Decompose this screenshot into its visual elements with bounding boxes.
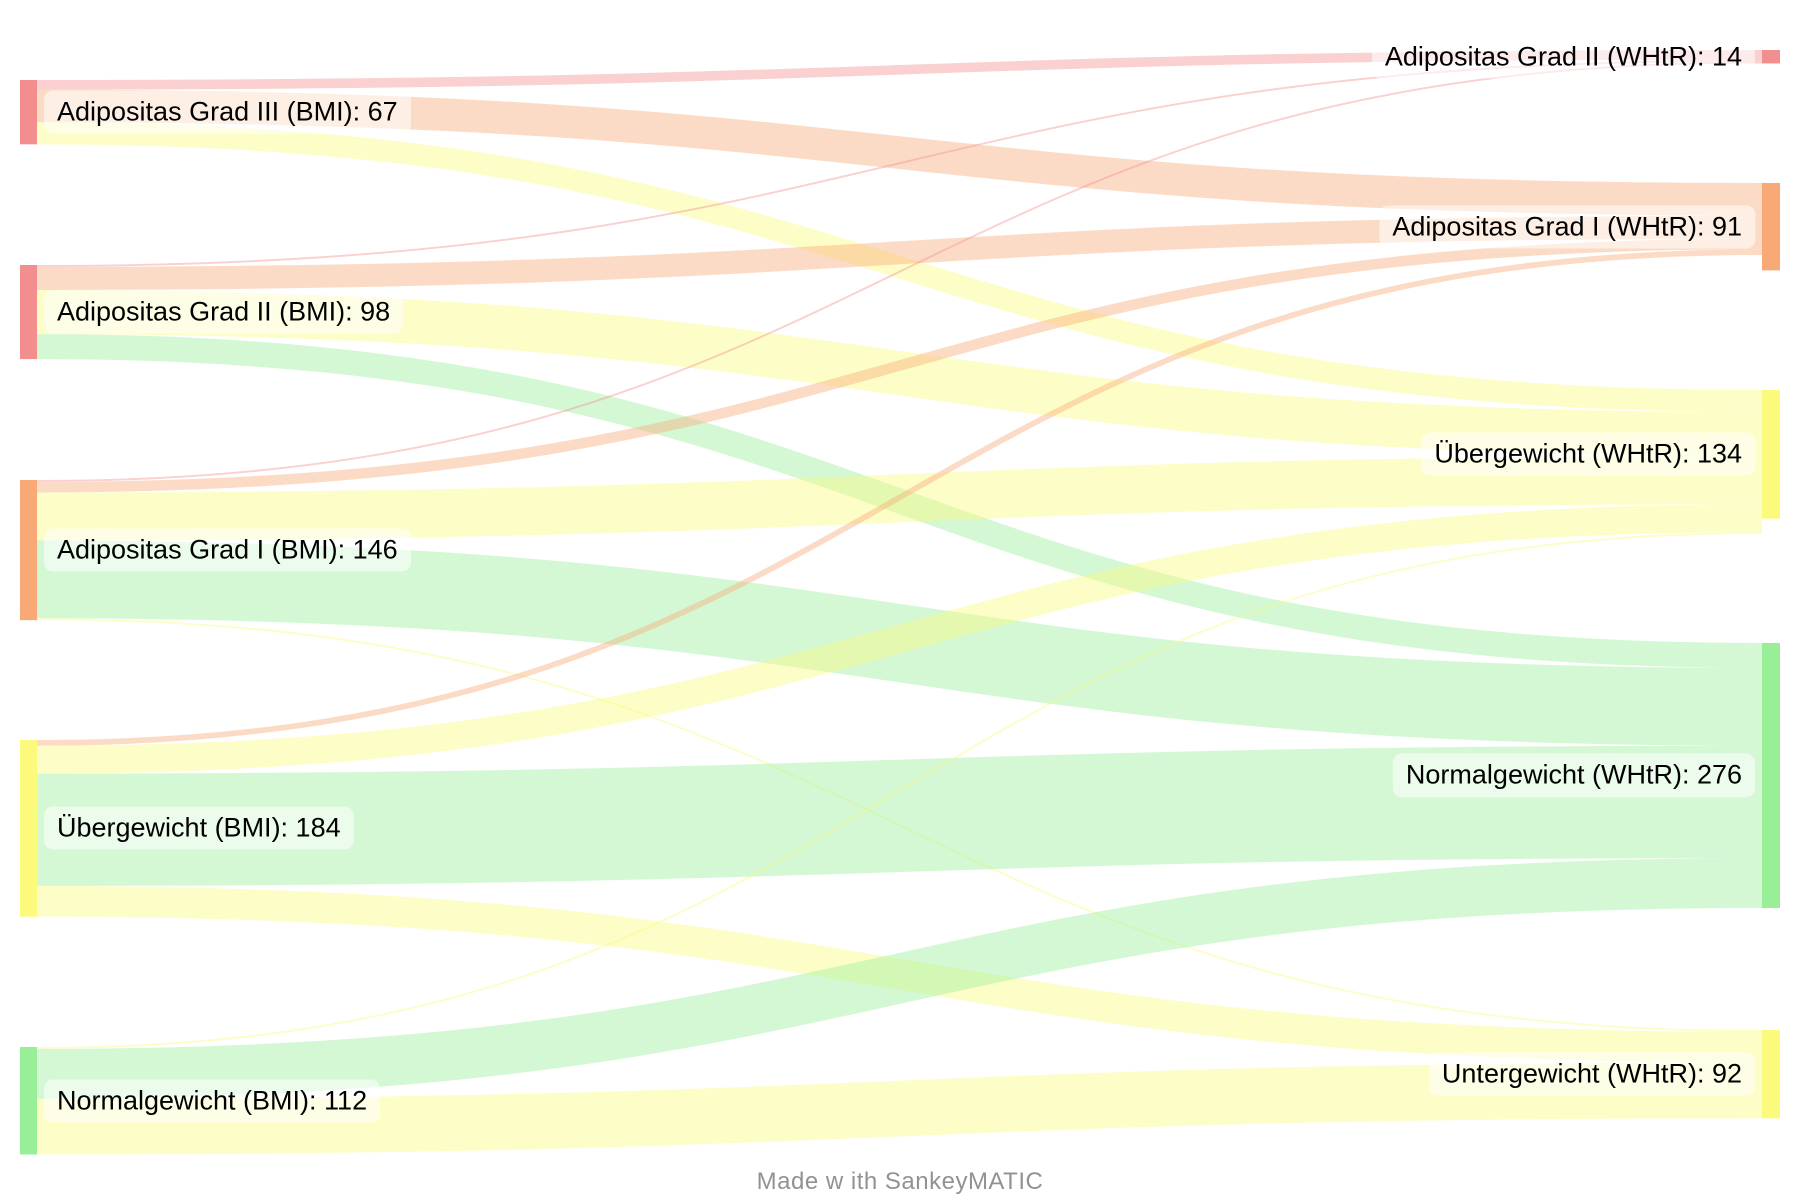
sankey-node-bmi_normalgewicht[interactable] [20,1047,37,1155]
sankey-flow-bmi_normalgewicht-to-whtr_uebergewicht[interactable] [36,532,1763,1049]
node-label-bmi_normalgewicht: Normalgewicht (BMI): 112 [44,1079,381,1123]
sankey-node-whtr_untergewicht[interactable] [1762,1030,1780,1119]
sankey-node-bmi_adipositas_2[interactable] [20,265,37,360]
node-label-bmi_adipositas_1: Adipositas Grad I (BMI): 146 [44,528,411,572]
sankey-flow-bmi_adipositas_1-to-whtr_normalgewicht[interactable] [36,540,1763,746]
sankey-flow-bmi_adipositas_1-to-whtr_adipositas_2[interactable] [36,61,1763,482]
sankey-node-bmi_adipositas_1[interactable] [20,480,37,621]
sankey-flow-bmi_normalgewicht-to-whtr_untergewicht[interactable] [36,1062,1763,1155]
sankey-node-whtr_uebergewicht[interactable] [1762,390,1780,519]
node-label-whtr_untergewicht: Untergewicht (WHtR): 92 [1428,1052,1755,1096]
sankey-flow-bmi_adipositas_1-to-whtr_adipositas_1[interactable] [36,238,1763,493]
sankey-node-whtr_adipositas_1[interactable] [1762,183,1780,271]
node-label-whtr_normalgewicht: Normalgewicht (WHtR): 276 [1392,753,1755,797]
sankey-node-bmi_adipositas_3[interactable] [20,80,37,145]
sankey-flow-bmi_uebergewicht-to-whtr_uebergewicht[interactable] [36,504,1763,774]
node-label-bmi_adipositas_3: Adipositas Grad III (BMI): 67 [44,90,411,134]
sankey-flow-bmi_adipositas_3-to-whtr_uebergewicht[interactable] [36,122,1763,413]
sankey-flow-bmi_uebergewicht-to-whtr_adipositas_1[interactable] [36,249,1763,746]
sankey-flow-bmi_adipositas_1-to-whtr_uebergewicht[interactable] [36,456,1763,541]
node-label-bmi_adipositas_2: Adipositas Grad II (BMI): 98 [44,290,404,334]
node-label-whtr_adipositas_2: Adipositas Grad II (WHtR): 14 [1371,35,1755,79]
sankey-flow-bmi_uebergewicht-to-whtr_normalgewicht[interactable] [36,745,1763,886]
sankey-flow-bmi_uebergewicht-to-whtr_untergewicht[interactable] [36,885,1763,1063]
node-label-bmi_uebergewicht: Übergewicht (BMI): 184 [44,806,354,850]
sankey-node-bmi_uebergewicht[interactable] [20,740,37,917]
sankey-node-whtr_normalgewicht[interactable] [1762,643,1780,908]
attribution-text: Made w ith SankeyMATIC [756,1168,1044,1195]
node-label-whtr_adipositas_1: Adipositas Grad I (WHtR): 91 [1379,205,1755,249]
sankey-flow-bmi_adipositas_1-to-whtr_untergewicht[interactable] [36,618,1763,1032]
sankey-flow-bmi_normalgewicht-to-whtr_normalgewicht[interactable] [36,858,1763,1099]
sankey-node-whtr_adipositas_2[interactable] [1762,50,1780,64]
sankey-flow-bmi_adipositas_2-to-whtr_normalgewicht[interactable] [36,334,1763,668]
node-label-whtr_uebergewicht: Übergewicht (WHtR): 134 [1421,432,1755,476]
